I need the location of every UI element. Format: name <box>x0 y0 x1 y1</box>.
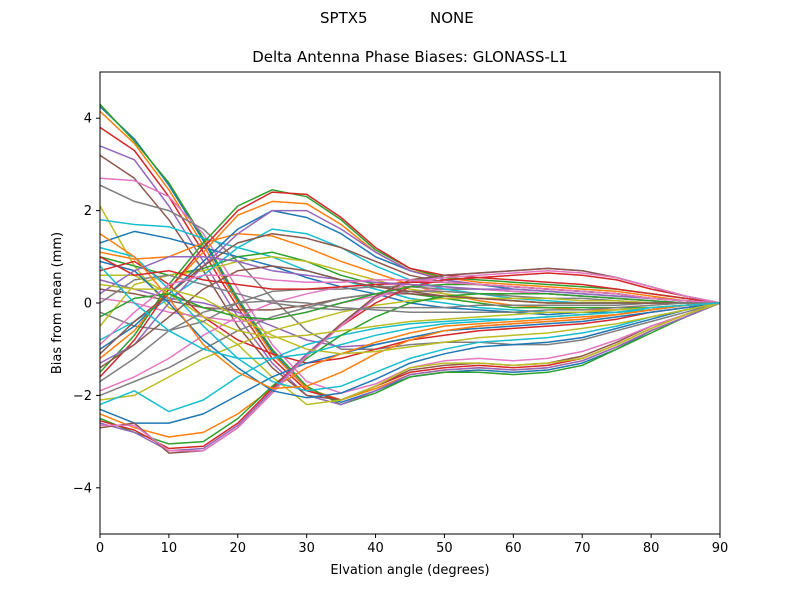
y-axis-label: Bias from mean (mm) <box>50 232 65 374</box>
x-tick-label: 20 <box>230 541 247 556</box>
series-line-30 <box>99 302 721 413</box>
series-line-31 <box>99 302 721 424</box>
y-tick-label: 0 <box>84 297 92 312</box>
series-layer <box>99 103 721 454</box>
x-tick-label: 60 <box>505 541 522 556</box>
suptitle-right: NONE <box>430 9 474 27</box>
series-line-48 <box>99 299 720 383</box>
series-line-24 <box>99 191 721 378</box>
y-axis: −4 −2 0 2 4 <box>73 112 100 496</box>
x-tick-label: 30 <box>298 541 315 556</box>
series-line-45 <box>99 256 721 304</box>
suptitle-left: SPTX5 <box>320 9 368 27</box>
x-tick-label: 90 <box>712 541 729 556</box>
series-line-38 <box>99 274 720 311</box>
y-tick-label: 4 <box>84 112 92 127</box>
y-tick-label: −4 <box>73 481 92 496</box>
series-line-50 <box>99 265 721 360</box>
series-line-41 <box>99 260 721 399</box>
series-line-42 <box>99 233 721 390</box>
x-axis: 0 10 20 30 40 50 60 70 80 90 <box>96 534 728 556</box>
x-axis-label: Elvation angle (degrees) <box>330 563 489 578</box>
series-line-47 <box>99 274 721 346</box>
y-tick-label: 2 <box>84 204 92 219</box>
x-tick-label: 70 <box>574 541 591 556</box>
series-line-7 <box>99 177 721 394</box>
series-line-39 <box>100 274 721 339</box>
y-tick-label: −2 <box>73 389 92 404</box>
series-line-8 <box>99 184 721 350</box>
series-line-33 <box>99 293 720 445</box>
x-tick-label: 40 <box>367 541 384 556</box>
x-tick-label: 0 <box>96 541 104 556</box>
series-line-46 <box>99 265 720 369</box>
series-line-49 <box>99 283 721 355</box>
x-tick-label: 50 <box>436 541 453 556</box>
x-tick-label: 80 <box>643 541 660 556</box>
series-line-29 <box>99 297 720 401</box>
x-tick-label: 10 <box>161 541 178 556</box>
chart-title: Delta Antenna Phase Biases: GLONASS-L1 <box>252 48 568 66</box>
series-line-40 <box>99 246 721 392</box>
